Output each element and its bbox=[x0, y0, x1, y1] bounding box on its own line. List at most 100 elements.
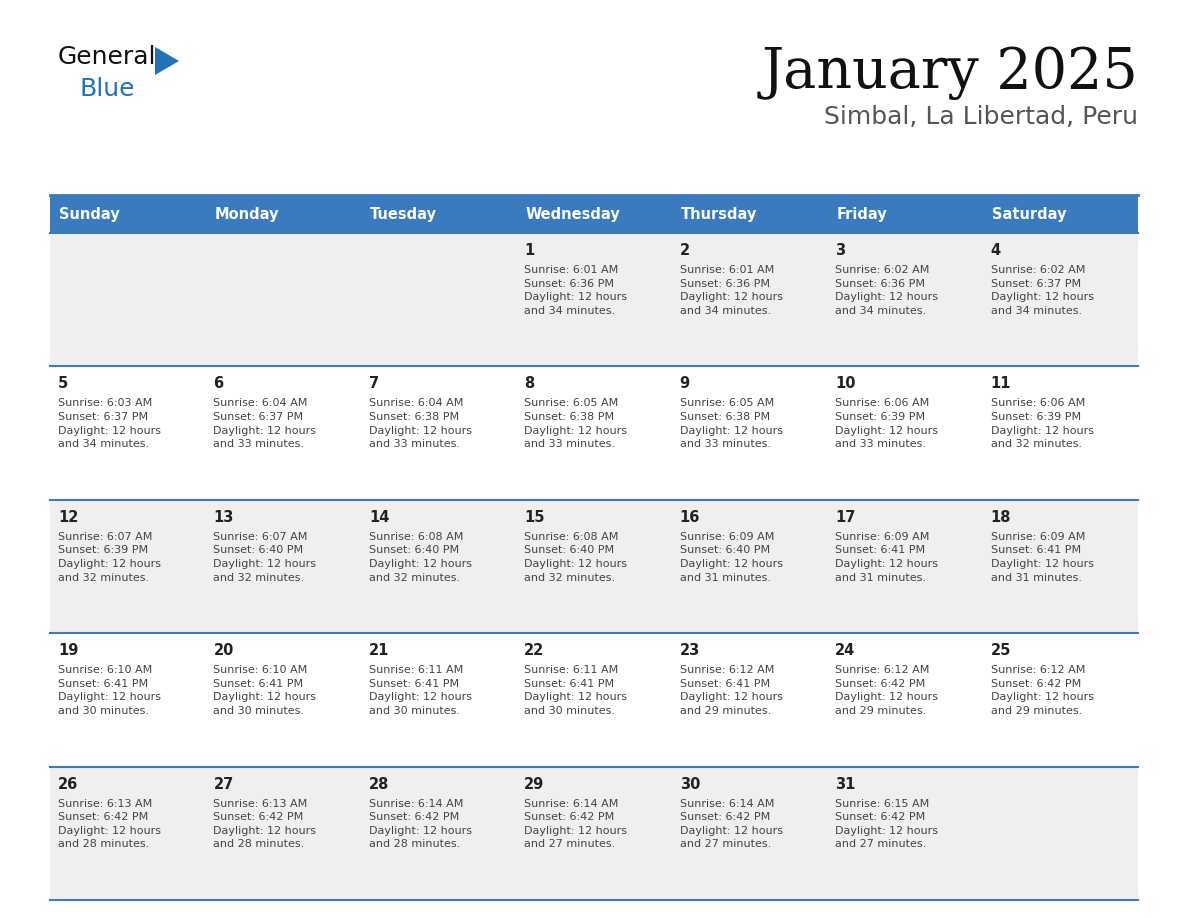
Text: Sunrise: 6:11 AM
Sunset: 6:41 PM
Daylight: 12 hours
and 30 minutes.: Sunrise: 6:11 AM Sunset: 6:41 PM Dayligh… bbox=[368, 666, 472, 716]
Bar bbox=[206, 195, 361, 233]
Text: Sunrise: 6:09 AM
Sunset: 6:40 PM
Daylight: 12 hours
and 31 minutes.: Sunrise: 6:09 AM Sunset: 6:40 PM Dayligh… bbox=[680, 532, 783, 583]
Bar bbox=[827, 633, 982, 767]
Text: 10: 10 bbox=[835, 376, 855, 391]
Bar bbox=[671, 366, 827, 499]
Bar bbox=[206, 233, 361, 366]
Text: 3: 3 bbox=[835, 243, 846, 258]
Bar bbox=[827, 366, 982, 499]
Bar bbox=[206, 366, 361, 499]
Bar bbox=[517, 767, 671, 900]
Text: 18: 18 bbox=[991, 509, 1011, 525]
Bar bbox=[671, 233, 827, 366]
Text: Saturday: Saturday bbox=[992, 207, 1067, 221]
Text: Sunrise: 6:12 AM
Sunset: 6:42 PM
Daylight: 12 hours
and 29 minutes.: Sunrise: 6:12 AM Sunset: 6:42 PM Dayligh… bbox=[835, 666, 939, 716]
Text: 30: 30 bbox=[680, 777, 700, 791]
Bar bbox=[50, 366, 206, 499]
Bar bbox=[50, 233, 206, 366]
Text: Monday: Monday bbox=[215, 207, 279, 221]
Text: Sunrise: 6:05 AM
Sunset: 6:38 PM
Daylight: 12 hours
and 33 minutes.: Sunrise: 6:05 AM Sunset: 6:38 PM Dayligh… bbox=[680, 398, 783, 449]
Text: 8: 8 bbox=[524, 376, 535, 391]
Text: Sunrise: 6:07 AM
Sunset: 6:40 PM
Daylight: 12 hours
and 32 minutes.: Sunrise: 6:07 AM Sunset: 6:40 PM Dayligh… bbox=[214, 532, 316, 583]
Bar bbox=[982, 767, 1138, 900]
Text: Thursday: Thursday bbox=[681, 207, 758, 221]
Text: General: General bbox=[58, 45, 157, 69]
Text: 5: 5 bbox=[58, 376, 68, 391]
Bar bbox=[361, 233, 517, 366]
Text: Sunrise: 6:11 AM
Sunset: 6:41 PM
Daylight: 12 hours
and 30 minutes.: Sunrise: 6:11 AM Sunset: 6:41 PM Dayligh… bbox=[524, 666, 627, 716]
Text: Sunrise: 6:13 AM
Sunset: 6:42 PM
Daylight: 12 hours
and 28 minutes.: Sunrise: 6:13 AM Sunset: 6:42 PM Dayligh… bbox=[58, 799, 162, 849]
Bar bbox=[982, 195, 1138, 233]
Text: 2: 2 bbox=[680, 243, 690, 258]
Text: 6: 6 bbox=[214, 376, 223, 391]
Text: Sunrise: 6:08 AM
Sunset: 6:40 PM
Daylight: 12 hours
and 32 minutes.: Sunrise: 6:08 AM Sunset: 6:40 PM Dayligh… bbox=[368, 532, 472, 583]
Bar bbox=[361, 633, 517, 767]
Bar bbox=[827, 233, 982, 366]
Text: Simbal, La Libertad, Peru: Simbal, La Libertad, Peru bbox=[824, 105, 1138, 129]
Text: Sunrise: 6:14 AM
Sunset: 6:42 PM
Daylight: 12 hours
and 28 minutes.: Sunrise: 6:14 AM Sunset: 6:42 PM Dayligh… bbox=[368, 799, 472, 849]
Bar bbox=[671, 767, 827, 900]
Polygon shape bbox=[154, 47, 179, 75]
Bar bbox=[361, 195, 517, 233]
Text: Sunrise: 6:04 AM
Sunset: 6:37 PM
Daylight: 12 hours
and 33 minutes.: Sunrise: 6:04 AM Sunset: 6:37 PM Dayligh… bbox=[214, 398, 316, 449]
Text: Sunday: Sunday bbox=[59, 207, 120, 221]
Bar bbox=[517, 366, 671, 499]
Bar bbox=[671, 499, 827, 633]
Text: 20: 20 bbox=[214, 644, 234, 658]
Bar bbox=[50, 195, 206, 233]
Text: Sunrise: 6:10 AM
Sunset: 6:41 PM
Daylight: 12 hours
and 30 minutes.: Sunrise: 6:10 AM Sunset: 6:41 PM Dayligh… bbox=[214, 666, 316, 716]
Text: January 2025: January 2025 bbox=[762, 45, 1138, 100]
Text: 9: 9 bbox=[680, 376, 690, 391]
Bar bbox=[827, 767, 982, 900]
Text: Sunrise: 6:02 AM
Sunset: 6:37 PM
Daylight: 12 hours
and 34 minutes.: Sunrise: 6:02 AM Sunset: 6:37 PM Dayligh… bbox=[991, 265, 1094, 316]
Text: 15: 15 bbox=[524, 509, 545, 525]
Text: 16: 16 bbox=[680, 509, 700, 525]
Text: 19: 19 bbox=[58, 644, 78, 658]
Bar bbox=[517, 633, 671, 767]
Text: 13: 13 bbox=[214, 509, 234, 525]
Text: 31: 31 bbox=[835, 777, 855, 791]
Text: Sunrise: 6:06 AM
Sunset: 6:39 PM
Daylight: 12 hours
and 33 minutes.: Sunrise: 6:06 AM Sunset: 6:39 PM Dayligh… bbox=[835, 398, 939, 449]
Bar bbox=[50, 767, 206, 900]
Bar bbox=[671, 195, 827, 233]
Text: 4: 4 bbox=[991, 243, 1000, 258]
Text: Sunrise: 6:14 AM
Sunset: 6:42 PM
Daylight: 12 hours
and 27 minutes.: Sunrise: 6:14 AM Sunset: 6:42 PM Dayligh… bbox=[680, 799, 783, 849]
Bar bbox=[517, 233, 671, 366]
Text: Sunrise: 6:04 AM
Sunset: 6:38 PM
Daylight: 12 hours
and 33 minutes.: Sunrise: 6:04 AM Sunset: 6:38 PM Dayligh… bbox=[368, 398, 472, 449]
Text: Friday: Friday bbox=[836, 207, 887, 221]
Text: 7: 7 bbox=[368, 376, 379, 391]
Text: Sunrise: 6:12 AM
Sunset: 6:42 PM
Daylight: 12 hours
and 29 minutes.: Sunrise: 6:12 AM Sunset: 6:42 PM Dayligh… bbox=[991, 666, 1094, 716]
Bar bbox=[206, 767, 361, 900]
Text: 26: 26 bbox=[58, 777, 78, 791]
Text: Sunrise: 6:05 AM
Sunset: 6:38 PM
Daylight: 12 hours
and 33 minutes.: Sunrise: 6:05 AM Sunset: 6:38 PM Dayligh… bbox=[524, 398, 627, 449]
Text: Sunrise: 6:15 AM
Sunset: 6:42 PM
Daylight: 12 hours
and 27 minutes.: Sunrise: 6:15 AM Sunset: 6:42 PM Dayligh… bbox=[835, 799, 939, 849]
Bar bbox=[517, 499, 671, 633]
Text: 25: 25 bbox=[991, 644, 1011, 658]
Text: Sunrise: 6:09 AM
Sunset: 6:41 PM
Daylight: 12 hours
and 31 minutes.: Sunrise: 6:09 AM Sunset: 6:41 PM Dayligh… bbox=[835, 532, 939, 583]
Text: 22: 22 bbox=[524, 644, 544, 658]
Bar bbox=[361, 366, 517, 499]
Text: Wednesday: Wednesday bbox=[525, 207, 620, 221]
Text: 28: 28 bbox=[368, 777, 390, 791]
Text: 27: 27 bbox=[214, 777, 234, 791]
Bar bbox=[206, 499, 361, 633]
Bar bbox=[827, 195, 982, 233]
Text: Sunrise: 6:08 AM
Sunset: 6:40 PM
Daylight: 12 hours
and 32 minutes.: Sunrise: 6:08 AM Sunset: 6:40 PM Dayligh… bbox=[524, 532, 627, 583]
Text: Sunrise: 6:12 AM
Sunset: 6:41 PM
Daylight: 12 hours
and 29 minutes.: Sunrise: 6:12 AM Sunset: 6:41 PM Dayligh… bbox=[680, 666, 783, 716]
Bar bbox=[827, 499, 982, 633]
Text: Sunrise: 6:06 AM
Sunset: 6:39 PM
Daylight: 12 hours
and 32 minutes.: Sunrise: 6:06 AM Sunset: 6:39 PM Dayligh… bbox=[991, 398, 1094, 449]
Bar bbox=[361, 767, 517, 900]
Bar bbox=[50, 499, 206, 633]
Bar bbox=[206, 633, 361, 767]
Text: 17: 17 bbox=[835, 509, 855, 525]
Text: Sunrise: 6:14 AM
Sunset: 6:42 PM
Daylight: 12 hours
and 27 minutes.: Sunrise: 6:14 AM Sunset: 6:42 PM Dayligh… bbox=[524, 799, 627, 849]
Text: 11: 11 bbox=[991, 376, 1011, 391]
Text: Sunrise: 6:10 AM
Sunset: 6:41 PM
Daylight: 12 hours
and 30 minutes.: Sunrise: 6:10 AM Sunset: 6:41 PM Dayligh… bbox=[58, 666, 162, 716]
Text: 23: 23 bbox=[680, 644, 700, 658]
Bar bbox=[50, 633, 206, 767]
Text: 21: 21 bbox=[368, 644, 390, 658]
Bar bbox=[671, 633, 827, 767]
Text: 12: 12 bbox=[58, 509, 78, 525]
Bar bbox=[517, 195, 671, 233]
Text: 1: 1 bbox=[524, 243, 535, 258]
Text: Blue: Blue bbox=[80, 77, 135, 101]
